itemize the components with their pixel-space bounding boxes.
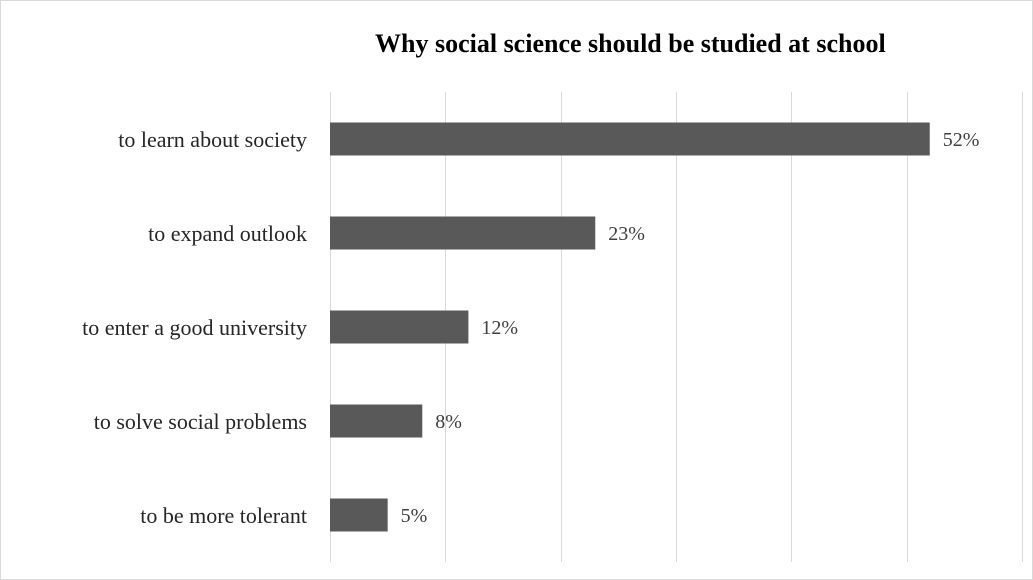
category-label: to enter a good university — [82, 315, 307, 340]
data-label: 12% — [481, 317, 518, 339]
bar — [330, 122, 930, 156]
data-label: 23% — [608, 223, 645, 245]
category-label: to be more tolerant — [140, 503, 307, 528]
data-label: 52% — [943, 129, 980, 151]
data-label: 5% — [401, 505, 428, 527]
bar — [330, 216, 596, 250]
category-label: to solve social problems — [94, 409, 307, 434]
category-labels: to learn about society to expand outlook t… — [82, 127, 307, 528]
bar — [330, 310, 469, 344]
bar — [330, 404, 423, 438]
value-labels: 52% 23% 12% 8% 5% — [401, 129, 980, 527]
chart-title: Why social science should be studied at … — [375, 29, 886, 58]
category-label: to learn about society — [118, 127, 307, 152]
gridlines — [330, 92, 1023, 562]
bar — [330, 498, 388, 532]
category-label: to expand outlook — [148, 221, 307, 246]
data-label: 8% — [435, 411, 462, 433]
bars — [330, 122, 930, 532]
